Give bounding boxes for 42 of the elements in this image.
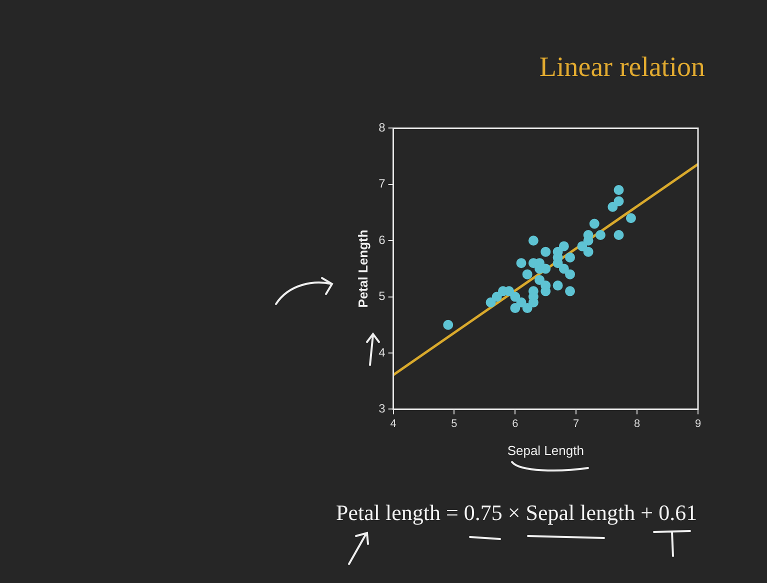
point [565,286,576,296]
x-tick-label: 7 [573,418,580,430]
chart-title: Linear relation [539,52,705,84]
y-tick-label: 8 [378,120,386,135]
point [595,230,606,240]
y-tick-label: 6 [378,232,386,247]
point [614,196,624,206]
y-tick-label: 3 [378,402,386,416]
x-tick-label: 5 [451,418,458,430]
x-axis-title: Sepal Length [507,442,584,458]
x-tick-label: 4 [390,418,396,430]
point [510,303,520,314]
point [589,218,600,229]
point [626,213,636,224]
point [516,297,526,308]
point [583,246,594,257]
point [443,320,454,330]
y-axis-title: Petal Length [355,230,370,308]
point [614,185,624,196]
point [522,303,532,314]
point [492,292,502,302]
point [558,241,569,252]
point [608,202,618,212]
point [540,246,551,257]
x-tick-label: 9 [694,418,702,430]
y-tick-label: 4 [378,345,386,360]
y-tick-label: 7 [378,176,386,191]
point [486,297,496,308]
point [534,274,545,285]
point [510,292,520,302]
x-tick-label: 6 [512,418,518,430]
x-tick-label: 8 [634,418,640,430]
point [558,264,569,274]
point [614,230,624,240]
point [516,258,526,268]
point [565,252,576,262]
point [565,269,576,280]
point [522,269,532,280]
y-tick-label: 5 [378,289,386,304]
point [528,236,538,246]
text: Petal length = 0.75 × Sepal length + 0.61 [336,500,698,526]
point [552,280,563,291]
